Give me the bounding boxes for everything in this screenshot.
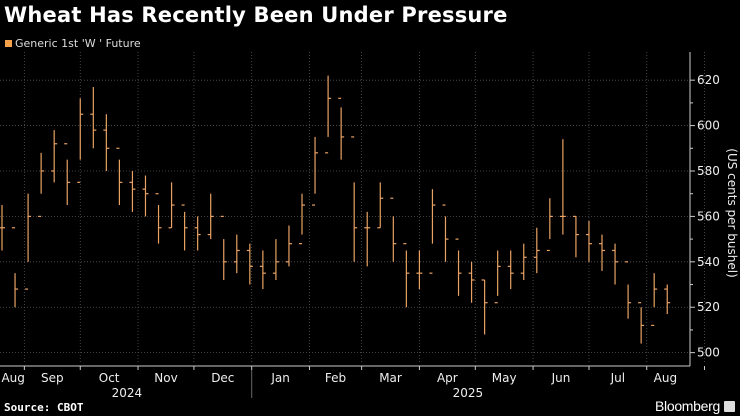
ohlc-bar	[390, 197, 397, 262]
y-axis-label: (US cents per bushel)	[725, 148, 739, 277]
ohlc-bar	[585, 220, 592, 262]
ohlc-bar	[377, 182, 384, 229]
ohlc-bar	[468, 261, 475, 303]
y-tick-label: 620	[697, 73, 720, 87]
ohlc-bar	[103, 114, 110, 171]
x-month-label: Jan	[270, 371, 290, 385]
x-month-label: Aug	[1, 371, 24, 385]
ohlc-bar	[233, 234, 240, 274]
x-month-label: Feb	[325, 371, 346, 385]
ohlc-bar	[38, 152, 45, 218]
ohlc-bar	[494, 250, 501, 304]
ohlc-bar	[599, 234, 606, 271]
ohlc-bar	[638, 302, 645, 344]
legend: Generic 1st 'W ' Future	[5, 37, 141, 50]
ohlc-bar	[259, 250, 266, 290]
ohlc-bar	[664, 284, 671, 315]
ohlc-bar	[116, 147, 123, 206]
y-tick-label: 540	[697, 255, 720, 269]
ohlc-bar	[168, 182, 175, 229]
ohlc-bar	[64, 143, 71, 206]
x-month-label: Sep	[41, 371, 64, 385]
x-month-label: Jul	[610, 371, 625, 385]
ohlc-bar	[272, 239, 279, 280]
bloomberg-logo-icon	[724, 401, 735, 412]
ohlc-bar	[155, 193, 162, 244]
ohlc-bar	[546, 198, 553, 252]
x-month-label: Oct	[99, 371, 120, 385]
ohlc-bar	[533, 227, 540, 274]
x-month-label: Apr	[437, 371, 458, 385]
chart-title: Wheat Has Recently Been Under Pressure	[4, 3, 508, 27]
y-tick-label: 560	[697, 209, 720, 223]
ohlc-bar	[12, 227, 19, 308]
ohlc-bar	[299, 193, 306, 245]
ohlc-bar	[77, 98, 84, 183]
y-tick-label: 500	[697, 346, 720, 360]
ohlc-bar	[442, 204, 449, 262]
ohlc-bar	[351, 136, 358, 262]
ohlc-bar	[481, 279, 488, 335]
x-month-label: Jun	[551, 371, 571, 385]
ohlc-bar	[572, 215, 579, 258]
ohlc-bar	[520, 243, 527, 280]
ohlc-bar	[507, 250, 514, 290]
x-month-label: Dec	[211, 371, 234, 385]
ohlc-bar	[25, 193, 32, 290]
ohlc-bar	[312, 136, 319, 206]
ohlc-bar	[285, 225, 292, 267]
x-year-label: 2024	[112, 386, 143, 400]
ohlc-bar	[429, 189, 436, 274]
ohlc-bar	[51, 130, 58, 183]
ohlc-bar	[0, 205, 5, 251]
ohlc-bar	[90, 86, 97, 149]
x-year-label: 2025	[453, 386, 484, 400]
legend-label: Generic 1st 'W ' Future	[15, 37, 141, 50]
ohlc-bar	[403, 243, 410, 308]
ohlc-bar	[220, 215, 227, 280]
ohlc-bar	[416, 250, 423, 290]
ohlc-bar	[338, 97, 345, 160]
ohlc-bar	[194, 216, 201, 251]
ohlc-bar	[625, 261, 632, 319]
source-note: Source: CBOT	[4, 401, 84, 414]
ohlc-bar	[364, 211, 371, 267]
ohlc-bar	[612, 243, 619, 285]
ohlc-bar	[455, 238, 462, 296]
x-month-label: Nov	[154, 371, 177, 385]
ohlc-bar	[651, 273, 658, 326]
ohlc-bar	[246, 243, 253, 285]
ohlc-bar	[325, 75, 332, 154]
ohlc-bar	[129, 170, 136, 212]
x-month-label: Mar	[379, 371, 402, 385]
y-tick-label: 520	[697, 300, 720, 314]
legend-swatch	[5, 40, 12, 47]
y-tick-label: 600	[697, 119, 720, 133]
ohlc-bar	[142, 175, 149, 217]
ohlc-bar	[559, 139, 566, 235]
ohlc-bar	[207, 193, 214, 240]
bloomberg-logo: Bloomberg	[654, 398, 720, 414]
x-month-label: Aug	[654, 371, 677, 385]
y-tick-label: 580	[697, 164, 720, 178]
ohlc-bar	[181, 204, 188, 251]
x-month-label: May	[492, 371, 517, 385]
